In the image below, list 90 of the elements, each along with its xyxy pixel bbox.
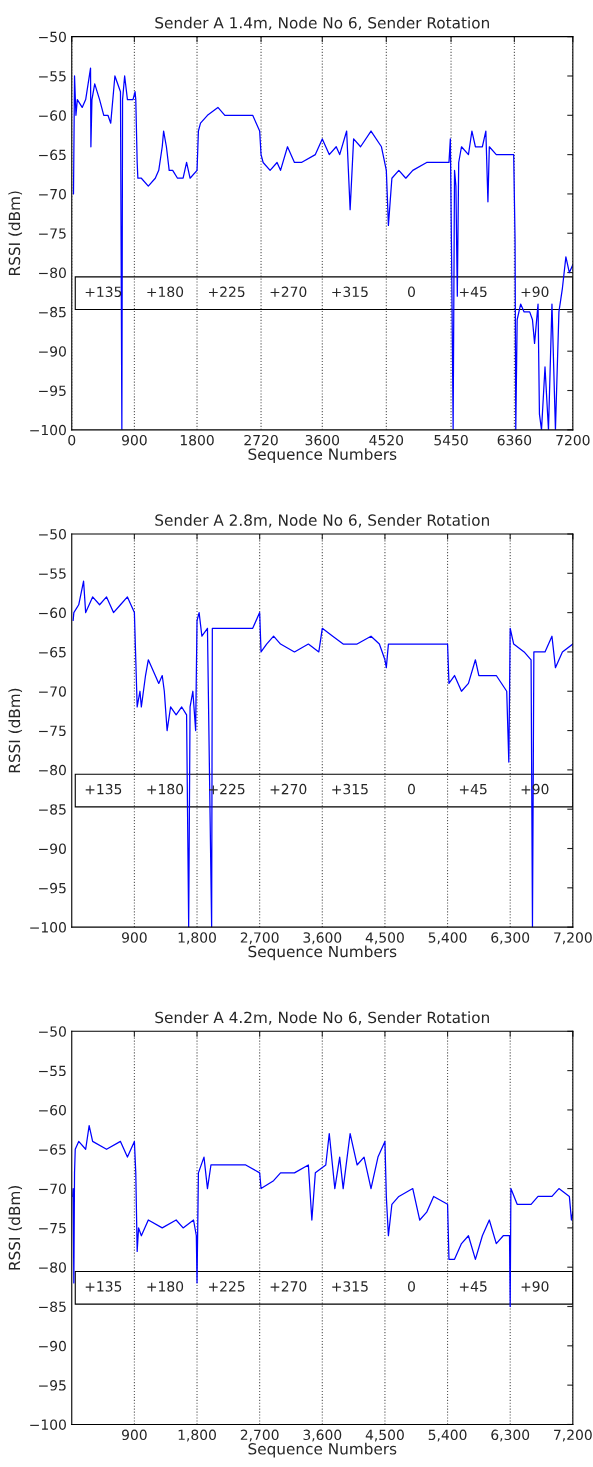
annotation: +225 [208, 1281, 245, 1292]
y-tick-label: −100 [30, 922, 66, 933]
x-tick-label: 5450 [434, 434, 468, 446]
annotation: +90 [521, 286, 549, 298]
x-tick-label: 1,800 [178, 932, 216, 945]
y-axis-title: RSSI (dBm) [8, 1186, 23, 1270]
annotation: 0 [407, 783, 415, 795]
y-tick-label: −100 [30, 424, 66, 436]
x-tick-label: 3600 [305, 434, 340, 446]
annotation: +180 [147, 286, 184, 298]
annotation: 0 [407, 1281, 415, 1292]
annotation: +270 [270, 783, 307, 795]
x-tick-label: 7,200 [554, 932, 592, 945]
y-tick-label: −55 [39, 568, 66, 579]
y-tick-label: −65 [39, 149, 66, 161]
chart-title: Sender A 4.2m, Node No 6, Sender Rotation [155, 1011, 489, 1025]
annotation: +225 [208, 286, 245, 298]
y-tick-label: −65 [39, 1144, 66, 1155]
x-axis-title: Sequence Numbers [248, 1442, 397, 1458]
chart-title: Sender A 1.4m, Node No 6, Sender Rotation [155, 16, 489, 31]
y-tick-label: −50 [39, 31, 66, 43]
y-tick-label: −100 [30, 1419, 66, 1430]
annotation: +45 [459, 784, 487, 795]
y-tick-label: −70 [39, 686, 66, 697]
x-tick-label: 1,800 [178, 1429, 216, 1442]
chart-title: Sender A 2.8m, Node No 6, Sender Rotation [155, 514, 489, 528]
y-tick-label: −85 [39, 306, 66, 318]
x-tick-label: 4520 [369, 434, 404, 446]
y-tick-label: −60 [39, 607, 66, 619]
x-tick-label: 5,400 [428, 932, 467, 945]
annotation: +180 [147, 1281, 184, 1292]
x-tick-label: 5,400 [428, 1429, 467, 1442]
y-tick-label: −80 [39, 1262, 66, 1273]
annotation: +45 [459, 1281, 487, 1292]
annotation: +90 [521, 1281, 549, 1292]
y-tick-label: −85 [39, 1301, 66, 1312]
annotation: +135 [85, 783, 122, 795]
annotation: +270 [270, 1281, 307, 1292]
y-tick-label: −50 [39, 528, 66, 540]
y-tick-label: −80 [39, 267, 66, 279]
y-tick-label: −65 [39, 646, 66, 658]
annotation: +270 [270, 286, 307, 298]
annotation: +315 [332, 783, 368, 795]
y-tick-label: −95 [39, 385, 66, 396]
y-tick-label: −90 [39, 346, 66, 357]
x-tick-label: 4,500 [365, 932, 404, 945]
x-tick-label: 7,200 [554, 1429, 592, 1442]
x-tick-label: 7200 [556, 434, 590, 446]
annotation: +135 [85, 1281, 122, 1292]
annotation: +45 [459, 286, 487, 298]
x-tick-label: 900 [122, 434, 147, 446]
y-tick-label: −75 [39, 228, 66, 239]
y-tick-label: −50 [39, 1026, 66, 1037]
y-tick-label: −95 [39, 882, 66, 894]
y-tick-label: −70 [39, 188, 66, 200]
y-axis-title: RSSI (dBm) [8, 688, 23, 773]
x-tick-label: 1800 [180, 434, 214, 446]
y-tick-label: −75 [39, 1223, 66, 1234]
x-tick-label: 900 [122, 932, 147, 943]
y-tick-label: −85 [39, 804, 66, 815]
x-tick-label: 2,700 [240, 1429, 279, 1442]
annotation: 0 [407, 286, 415, 298]
y-tick-label: −80 [39, 764, 66, 776]
x-tick-label: 900 [122, 1429, 147, 1441]
y-tick-label: −60 [39, 110, 66, 121]
line-series [72, 1125, 573, 1308]
x-tick-label: 6,300 [491, 1429, 530, 1442]
y-tick-label: −75 [39, 725, 66, 737]
annotation: +180 [147, 783, 184, 795]
x-tick-label: 6360 [497, 434, 532, 446]
y-axis-title: RSSI (dBm) [8, 191, 23, 275]
x-axis-title: Sequence Numbers [248, 448, 397, 463]
y-tick-label: −95 [39, 1380, 66, 1391]
y-tick-label: −55 [39, 1065, 66, 1077]
annotation: +135 [85, 286, 122, 298]
x-tick-label: 0 [68, 434, 76, 446]
x-tick-label: 6,300 [491, 932, 530, 945]
x-tick-label: 3,600 [303, 1429, 342, 1442]
x-axis-title: Sequence Numbers [248, 945, 397, 961]
y-tick-label: −70 [39, 1183, 66, 1195]
y-tick-label: −60 [39, 1104, 66, 1116]
y-tick-label: −90 [39, 1340, 66, 1352]
x-tick-label: 2,700 [240, 932, 279, 945]
y-tick-label: −90 [39, 843, 66, 854]
y-tick-label: −55 [39, 71, 66, 82]
annotation: +315 [332, 286, 368, 298]
x-tick-label: 2720 [244, 434, 278, 446]
x-tick-label: 4,500 [365, 1429, 404, 1442]
x-tick-label: 3,600 [303, 932, 342, 945]
annotation: +315 [332, 1281, 368, 1292]
